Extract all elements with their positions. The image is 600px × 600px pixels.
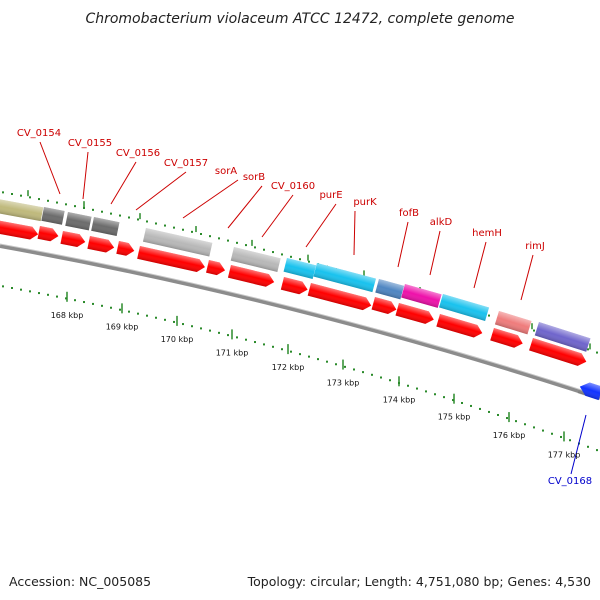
gene-label: purE [319, 190, 342, 201]
tick-label: 170 kbp [161, 335, 194, 344]
tick-ruler [2, 285, 598, 452]
cds-arrow [395, 303, 434, 324]
feature-track [0, 199, 600, 401]
grey-feature-1 [142, 227, 213, 257]
tick-label: 175 kbp [438, 413, 471, 422]
label-leader-line [39, 141, 61, 195]
label-leader-line [520, 254, 534, 301]
cds-arrow [60, 231, 86, 248]
tick-label: 172 kbp [272, 363, 305, 372]
gene-label: CV_0160 [271, 181, 315, 192]
gene-label: hemH [472, 228, 502, 239]
gene-label: CV_0168 [548, 476, 592, 487]
tick-labels: 168 kbp 169 kbp 170 kbp 171 kbp 172 kbp 173 k… [51, 311, 581, 460]
tick-label: 171 kbp [216, 348, 249, 357]
darkgrey-feature-2 [65, 212, 92, 231]
label-leader-line [353, 210, 356, 256]
label-leader-line [261, 194, 294, 238]
cds-arrow [87, 236, 115, 253]
salmon-feature [494, 311, 532, 335]
tick-label: 176 kbp [493, 431, 526, 440]
gene-label: sorB [243, 172, 265, 183]
label-leader-line [570, 414, 587, 475]
cds-arrow [0, 220, 39, 240]
tick-label: 169 kbp [106, 322, 139, 331]
genome-backbone-highlight [0, 243, 600, 397]
tick-label: 168 kbp [51, 311, 84, 320]
cyan-feature-2 [313, 263, 376, 293]
magenta-feature [401, 284, 442, 308]
cds-arrow [436, 314, 483, 338]
gene-label: CV_0156 [116, 148, 160, 159]
label-leader-line [227, 185, 263, 229]
label-leader-line [135, 171, 187, 211]
gene-label: fofB [399, 208, 419, 219]
tick-label: 173 kbp [327, 379, 360, 388]
cyan-feature-1 [283, 257, 317, 279]
gene-label: purK [353, 197, 377, 208]
tick-label: 174 kbp [383, 395, 416, 404]
blue-feature [577, 380, 600, 401]
label-leader-line [473, 241, 487, 289]
gene-labels: CV_0154 CV_0155 CV_0156 CV_0157 sorA sorB CV_0… [17, 128, 592, 487]
gene-label: CV_0155 [68, 138, 112, 149]
summary-text: Topology: circular; Length: 4,751,080 bp… [247, 574, 591, 589]
cds-arrow [116, 241, 135, 256]
steel-feature [375, 279, 405, 300]
cds-arrow [227, 265, 275, 287]
gene-label: rimJ [525, 241, 545, 252]
map-title: Chromobacterium violaceum ATCC 12472, co… [85, 11, 514, 27]
grey-feature-2 [230, 247, 281, 272]
cds-arrow [307, 283, 372, 311]
cds-track [0, 220, 587, 366]
genome-backbone [0, 244, 600, 400]
cds-arrow [490, 328, 523, 348]
cds-arrow [206, 260, 226, 276]
label-leader-line [82, 151, 89, 200]
darkgrey-feature-3 [91, 216, 120, 236]
purple-feature [534, 322, 591, 352]
cds-arrow [37, 226, 59, 242]
accession-text: Accession: NC_005085 [9, 574, 151, 589]
gene-label: sorA [215, 166, 237, 177]
cds-arrow [137, 246, 205, 272]
cds-arrow [371, 297, 397, 315]
label-leader-line [429, 230, 441, 276]
label-leaders [39, 141, 587, 475]
label-leader-line [110, 161, 137, 205]
cyan-feature-3 [439, 294, 490, 321]
gene-label: CV_0154 [17, 128, 61, 139]
gene-label: alkD [430, 217, 453, 228]
label-leader-line [182, 179, 239, 219]
cds-arrow [529, 338, 587, 366]
tick-label: 177 kbp [548, 450, 581, 459]
cds-arrow [280, 277, 308, 295]
olive-feature [0, 199, 44, 222]
gene-label: CV_0157 [164, 158, 208, 169]
label-leader-line [397, 221, 409, 268]
label-leader-line [305, 203, 337, 248]
darkgrey-feature-1 [41, 207, 65, 225]
